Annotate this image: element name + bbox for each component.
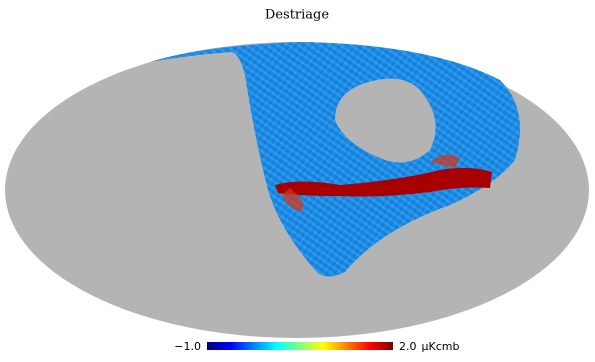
colorbar-tick-label: 2.0 <box>399 340 417 353</box>
colorbar-tick-label: −1.0 <box>174 340 201 353</box>
galactic-plane <box>275 167 492 197</box>
colorbar-unit: μKcmb <box>422 340 460 353</box>
colorbar <box>207 342 393 350</box>
galactic-plane-edge <box>282 154 460 212</box>
observed-region <box>150 42 520 277</box>
chart-title: Destriage <box>265 8 329 23</box>
